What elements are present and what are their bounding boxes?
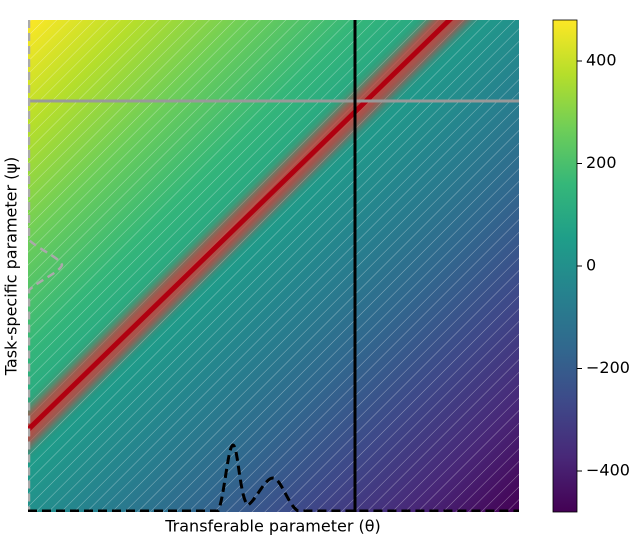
colorbar-tick-label: −400 [586, 461, 630, 480]
colorbar-tick-label: 0 [586, 256, 596, 275]
colorbar [553, 20, 577, 512]
ridge [28, 20, 454, 434]
colorbar-tick-label: 400 [586, 51, 617, 70]
colorbar-tick-label: −200 [586, 358, 630, 377]
x-axis-label: Transferable parameter (θ) [164, 517, 381, 536]
data-curve [28, 443, 519, 512]
prior-curve [28, 20, 64, 512]
colorbar-tick-label: 200 [586, 153, 617, 172]
y-axis-label: Task-specific parameter (ψ) [2, 157, 21, 376]
hatch [28, 20, 519, 512]
heatmap [28, 20, 519, 512]
